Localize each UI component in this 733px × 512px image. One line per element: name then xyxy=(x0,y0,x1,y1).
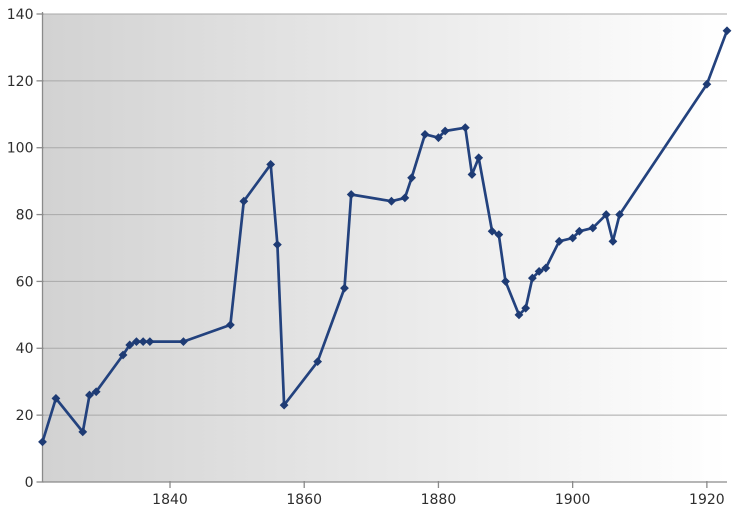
data-point-marker xyxy=(474,153,484,163)
data-point-marker xyxy=(588,223,598,233)
data-point-marker xyxy=(138,337,148,346)
data-point-marker xyxy=(132,337,141,346)
data-point-marker xyxy=(494,230,504,240)
data-point-marker xyxy=(554,236,564,246)
y-axis-tick-label: 40 xyxy=(16,341,34,357)
data-point-marker xyxy=(118,350,128,360)
data-point-marker xyxy=(541,263,551,273)
y-axis-tick-label: 120 xyxy=(7,74,34,90)
data-point-marker xyxy=(313,357,323,367)
data-point-marker xyxy=(279,400,289,410)
data-point-marker xyxy=(38,437,47,447)
data-point-marker xyxy=(615,210,625,219)
data-point-marker xyxy=(51,394,61,403)
x-axis-tick-label: 1900 xyxy=(555,492,591,508)
data-point-marker xyxy=(239,196,249,206)
x-axis-tick-label: 1880 xyxy=(421,492,457,508)
data-point-marker xyxy=(125,340,135,350)
data-point-marker xyxy=(608,236,618,246)
data-point-marker xyxy=(460,123,470,133)
plot-wall xyxy=(42,14,727,482)
data-point-marker xyxy=(179,337,188,346)
data-point-marker xyxy=(722,26,732,36)
data-point-marker xyxy=(521,303,531,313)
data-point-marker xyxy=(387,196,396,206)
data-point-marker xyxy=(266,160,276,169)
y-axis-tick-label: 80 xyxy=(16,207,34,223)
data-point-marker xyxy=(434,133,443,143)
data-point-marker xyxy=(420,129,430,139)
data-point-marker xyxy=(272,240,282,250)
data-point-marker xyxy=(407,173,416,183)
x-axis-tick-label: 1840 xyxy=(152,492,188,508)
y-axis-tick-label: 100 xyxy=(7,141,34,157)
data-point-marker xyxy=(568,233,578,243)
data-point-marker xyxy=(702,79,712,89)
y-axis-tick-label: 20 xyxy=(16,408,34,424)
data-point-marker xyxy=(145,337,155,346)
x-axis-tick-label: 1860 xyxy=(286,492,322,508)
data-point-marker xyxy=(340,283,349,293)
data-point-marker xyxy=(91,387,101,397)
data-point-marker xyxy=(346,190,356,199)
data-point-marker xyxy=(78,427,88,437)
y-axis-tick-label: 140 xyxy=(7,7,34,23)
data-point-marker xyxy=(467,170,477,179)
data-point-marker xyxy=(527,273,537,283)
data-point-marker xyxy=(400,193,410,203)
data-point-marker xyxy=(226,320,235,330)
data-point-marker xyxy=(440,126,450,136)
data-point-marker xyxy=(487,226,497,236)
data-point-marker xyxy=(574,226,584,236)
data-point-marker xyxy=(601,210,611,219)
data-point-marker xyxy=(514,310,524,320)
data-point-marker xyxy=(534,267,544,276)
data-point-marker xyxy=(85,390,94,400)
y-axis-tick-label: 60 xyxy=(16,274,34,290)
data-point-marker xyxy=(501,277,510,286)
x-axis-tick-label: 1920 xyxy=(689,492,725,508)
y-axis-tick-label: 0 xyxy=(25,475,34,491)
